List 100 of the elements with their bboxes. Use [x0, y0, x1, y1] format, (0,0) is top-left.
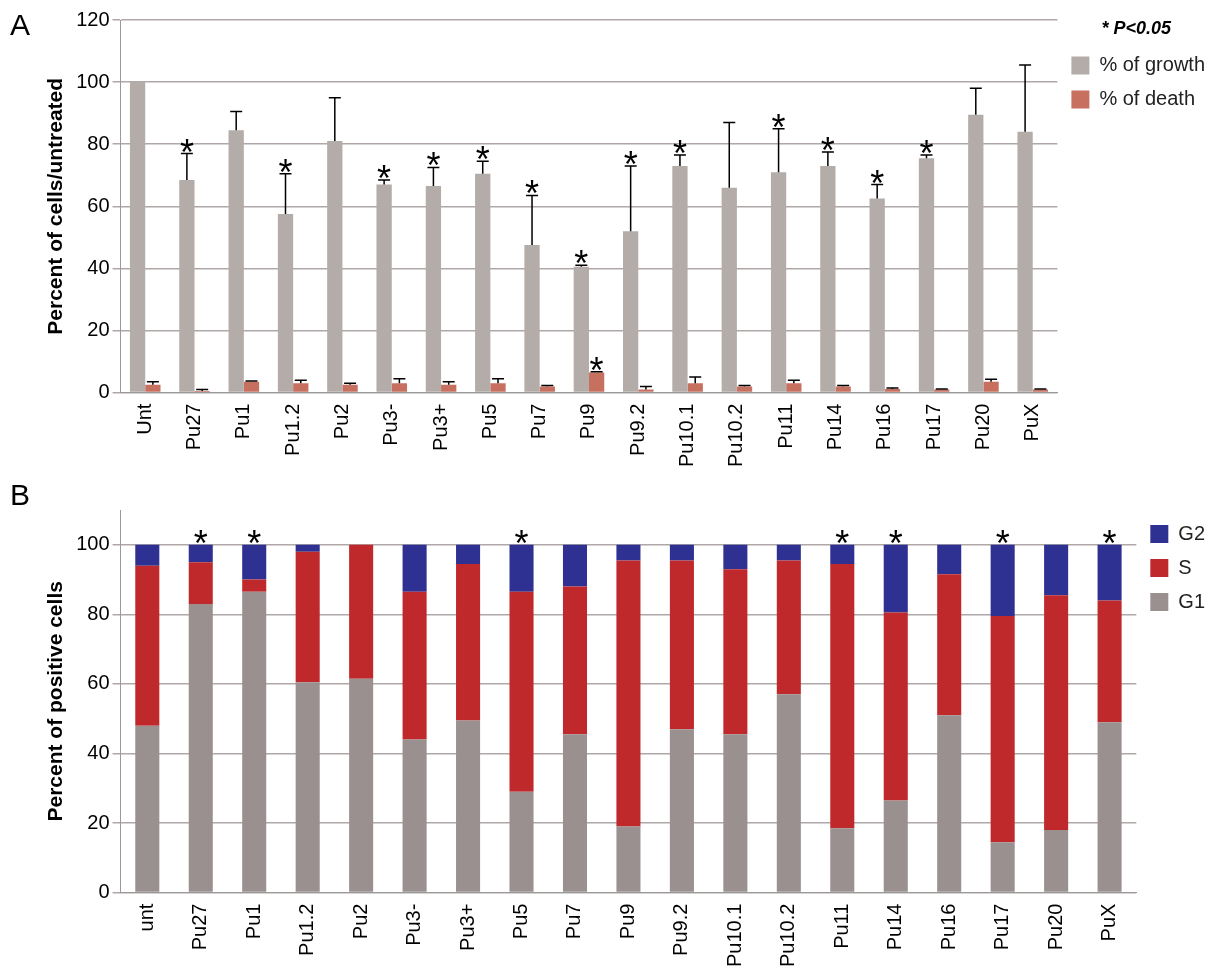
annotation: * — [623, 143, 638, 185]
annotation: * — [514, 522, 529, 564]
annotation: * — [835, 522, 850, 564]
x-tick-label: Pu1.2 — [295, 903, 318, 956]
bar — [188, 544, 213, 563]
legend-label: % of growth — [1099, 53, 1205, 76]
x-tick-label: Pu3- — [402, 903, 425, 946]
y-tick-label: 20 — [87, 810, 110, 833]
y-tick-label: 60 — [87, 193, 110, 216]
bar — [490, 383, 506, 392]
x-tick-label: Pu14 — [823, 403, 846, 451]
y-tick-label: 40 — [87, 255, 110, 278]
x-tick-label: Pu7 — [562, 903, 585, 940]
x-tick-label: Pu16 — [936, 903, 959, 951]
bar — [830, 544, 855, 564]
bar — [616, 544, 641, 561]
bar — [835, 386, 851, 392]
bar — [937, 544, 962, 575]
bar — [342, 384, 358, 392]
legend-label: G1 — [1178, 589, 1206, 612]
bar — [687, 383, 703, 392]
x-tick-label: Pu3+ — [428, 403, 451, 451]
annotation: * — [995, 522, 1010, 564]
annotation: * — [888, 522, 903, 564]
legend-label: S — [1178, 555, 1192, 578]
x-tick-label: Pu11 — [773, 403, 796, 449]
annotation: * — [193, 522, 208, 564]
annotation: * — [820, 129, 835, 171]
x-tick-label: Pu3- — [379, 403, 402, 446]
legend-label: % of death — [1099, 87, 1196, 110]
bar — [616, 560, 641, 827]
bar — [937, 574, 962, 716]
bar — [1097, 544, 1122, 601]
annotation: * — [377, 157, 392, 199]
x-tick-label: Pu20 — [1043, 903, 1066, 951]
x-tick-label: Pu5 — [477, 403, 500, 440]
x-tick-label: Pu1.2 — [280, 403, 303, 456]
annotation: * — [426, 145, 441, 187]
x-tick-label: Pu10.2 — [724, 403, 747, 467]
bar — [391, 383, 408, 392]
x-tick-label: Pu9.2 — [625, 403, 648, 456]
bar — [456, 544, 481, 564]
y-tick-label: 80 — [87, 131, 110, 154]
bar — [349, 544, 374, 679]
x-tick-label: Pu3+ — [455, 903, 478, 951]
bar — [776, 560, 801, 695]
x-tick-label: Pu14 — [883, 903, 906, 951]
bar — [402, 544, 427, 592]
annotation: * — [574, 243, 589, 285]
legend-label: G2 — [1178, 521, 1206, 544]
bar — [588, 372, 605, 392]
bar — [990, 544, 1015, 617]
bar — [562, 544, 588, 587]
bar — [883, 612, 908, 801]
annotation: * — [870, 162, 885, 204]
bar — [456, 563, 481, 721]
annotation: * — [672, 133, 687, 175]
legend-title: * P<0.05 — [1101, 17, 1172, 38]
bar — [830, 563, 855, 829]
annotation: * — [475, 139, 490, 181]
annotation: * — [589, 349, 604, 391]
x-tick-label: Pu11 — [829, 903, 852, 949]
annotation: * — [278, 151, 293, 193]
y-tick-label: 40 — [87, 741, 110, 763]
x-tick-label: Pu2 — [329, 403, 352, 440]
bar — [242, 544, 267, 580]
x-tick-label: Pu1 — [231, 403, 254, 440]
bar — [1097, 600, 1122, 723]
bar — [293, 383, 309, 392]
y-axis-title: Percent of cells/untreated — [43, 77, 67, 335]
x-tick-label: Pu27 — [188, 903, 211, 951]
x-tick-label: Pu9.2 — [669, 903, 692, 956]
y-tick-label: 60 — [87, 671, 110, 694]
x-tick-label: Pu9 — [615, 903, 638, 940]
bar — [135, 565, 160, 726]
x-tick-label: Pu16 — [872, 403, 895, 451]
annotation: * — [919, 133, 934, 175]
bar — [145, 384, 161, 392]
y-tick-label: 100 — [76, 532, 110, 555]
annotation: * — [247, 522, 262, 564]
x-tick-label: Pu9 — [576, 403, 599, 440]
y-tick-label: 80 — [87, 601, 110, 624]
bar — [295, 551, 320, 683]
bar — [295, 544, 320, 552]
x-tick-label: Pu10.2 — [776, 903, 799, 967]
x-tick-label: Pu2 — [348, 903, 371, 940]
x-tick-label: Pu17 — [921, 403, 944, 451]
bar — [786, 383, 802, 392]
bar — [669, 544, 694, 561]
x-tick-label: Pu20 — [970, 403, 993, 451]
annotation: * — [525, 173, 540, 215]
bar — [1044, 595, 1069, 830]
bar — [1044, 544, 1069, 596]
bar — [539, 386, 555, 392]
x-tick-label: Pu10.1 — [722, 903, 745, 967]
text: B — [10, 478, 31, 512]
y-tick-label: 100 — [76, 69, 110, 92]
bar — [983, 381, 999, 392]
bar — [135, 544, 160, 566]
x-tick-label: Pu5 — [509, 903, 532, 940]
